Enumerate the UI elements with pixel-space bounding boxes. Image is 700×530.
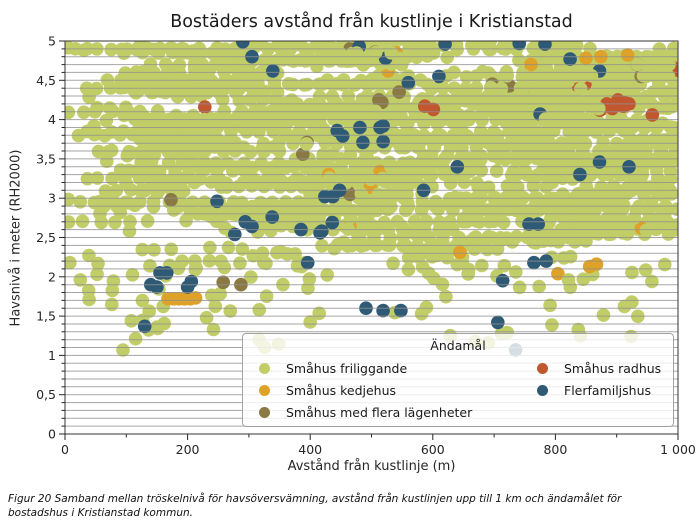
- legend-item-label: Flerfamiljshus: [564, 382, 652, 398]
- legend-columns: Småhus friliggande Småhus kedjehus Småhus …: [251, 357, 665, 423]
- y-tick-label: 3,5: [36, 151, 56, 166]
- y-tick-label: 2: [48, 269, 56, 284]
- tick-labels: 0 200 400 600 800 1 000 0 0,5 1 1,5 2 2,5 3 3,5 4 4,5 5: [36, 34, 696, 458]
- legend-swatch-flerfamiljshus-icon: [537, 384, 548, 396]
- x-tick-label: 600: [421, 442, 445, 457]
- legend-item-label: Småhus radhus: [564, 360, 662, 376]
- chart-title: Bostäders avstånd från kustlinje i Krist…: [170, 12, 573, 32]
- legend-item-smahus-radhus: Småhus radhus: [529, 357, 665, 379]
- legend-item-flerfamiljshus: Flerfamiljshus: [529, 379, 665, 401]
- y-tick-label: 1: [48, 348, 56, 363]
- y-tick-label: 3: [48, 191, 56, 206]
- x-tick-label: 1 000: [660, 442, 696, 457]
- x-axis-label: Avstånd från kustlinje (m): [287, 459, 456, 474]
- y-tick-label: 0,5: [36, 387, 56, 402]
- legend-title: Ändamål: [430, 338, 486, 353]
- legend-swatch-smahus-friliggande-icon: [259, 362, 270, 374]
- legend-item-label: Småhus med flera lägenheter: [286, 404, 473, 420]
- legend-column: Småhus radhus Flerfamiljshus: [529, 357, 665, 423]
- x-tick-label: 200: [176, 442, 200, 457]
- legend-swatch-smahus-kedjehus-icon: [259, 384, 270, 396]
- figure-caption: Figur 20 Samband mellan tröskelnivå för …: [8, 493, 622, 519]
- legend: Ändamål Småhus friliggande Småhus kedjehu…: [242, 333, 674, 427]
- legend-item-smahus-friliggande: Småhus friliggande: [251, 357, 529, 379]
- y-tick-label: 4,5: [36, 73, 56, 88]
- legend-item-label: Småhus kedjehus: [286, 382, 397, 398]
- legend-column: Småhus friliggande Småhus kedjehus Småhus …: [251, 357, 529, 423]
- legend-swatch-smahus-med-flera-lagenheter-icon: [259, 406, 270, 418]
- legend-item-label: Småhus friliggande: [286, 360, 408, 376]
- y-tick-label: 1,5: [36, 309, 56, 324]
- x-tick-label: 400: [298, 442, 322, 457]
- y-tick-label: 0: [48, 427, 56, 442]
- x-tick-label: 800: [543, 442, 567, 457]
- y-tick-label: 5: [48, 34, 56, 49]
- legend-swatch-smahus-radhus-icon: [537, 362, 548, 374]
- x-tick-label: 0: [61, 442, 69, 457]
- y-tick-label: 4: [48, 112, 56, 127]
- y-tick-label: 2,5: [36, 230, 56, 245]
- axis-ticks: [59, 40, 679, 440]
- legend-item-smahus-med-flera-lagenheter: Småhus med flera lägenheter: [251, 401, 529, 423]
- legend-item-smahus-kedjehus: Småhus kedjehus: [251, 379, 529, 401]
